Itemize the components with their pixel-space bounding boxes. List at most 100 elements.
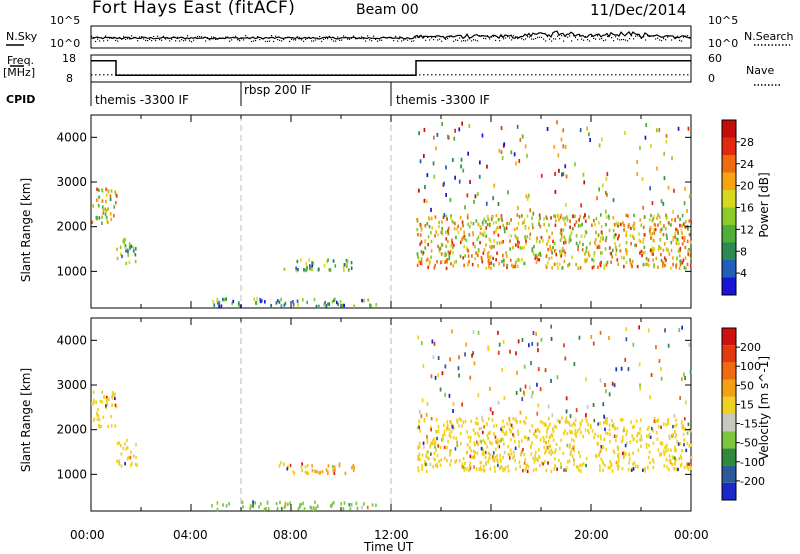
vel-cell — [510, 429, 512, 434]
noise-search-point — [263, 37, 265, 40]
pow-speckle — [556, 120, 558, 125]
pow-cell — [419, 233, 422, 237]
pow-cell — [667, 221, 670, 225]
pow-cell — [337, 302, 339, 307]
freq-label-top: Freq. — [7, 54, 35, 67]
vel-cell — [663, 422, 665, 426]
pow-cell — [441, 226, 443, 231]
noise-search-point — [199, 35, 201, 38]
vel-cell — [591, 429, 594, 433]
noise-search-point — [429, 39, 431, 41]
pow-cell — [636, 264, 639, 269]
noise-search-label: N.Search — [744, 30, 794, 43]
pow-cell — [575, 241, 578, 246]
pow-speckle — [460, 157, 463, 162]
vel-speckle — [432, 355, 435, 360]
vel-cell — [422, 441, 425, 445]
vel-cell — [576, 465, 579, 469]
noise-search-point — [475, 39, 477, 41]
vel-cell — [316, 470, 318, 474]
vel-cell — [303, 507, 306, 511]
pow-speckle — [650, 143, 652, 148]
pow-cell — [459, 254, 462, 259]
vel-cell — [456, 443, 459, 447]
vel-cell — [498, 444, 500, 449]
power-colorbar-swatch — [722, 155, 736, 173]
pow-cell — [650, 252, 653, 256]
pow-speckle — [441, 122, 443, 127]
pow-cell — [663, 224, 665, 228]
vel-speckle — [441, 371, 444, 376]
noise-search-point — [445, 38, 447, 40]
vel-cell — [459, 431, 462, 436]
vel-cell — [417, 457, 419, 461]
pow-cell — [599, 263, 602, 268]
pow-cell — [670, 266, 672, 270]
pow-cell — [620, 222, 622, 227]
noise-search-point — [437, 39, 439, 41]
pow-cell — [492, 256, 494, 261]
pow-speckle — [562, 144, 565, 149]
pow-cell — [516, 213, 519, 217]
vel-cell — [487, 459, 489, 464]
pow-cell — [642, 237, 645, 241]
pow-cell — [677, 229, 679, 233]
pow-cell — [533, 245, 535, 249]
vel-cell — [463, 468, 466, 472]
vel-cell — [602, 468, 604, 472]
pow-cell — [101, 221, 103, 225]
vel-cell — [653, 416, 656, 421]
vel-cell — [604, 427, 606, 431]
noise-search-point — [589, 40, 591, 42]
pow-cell — [465, 238, 468, 243]
noise-search-point — [375, 38, 377, 40]
noise-search-point — [195, 36, 197, 38]
vel-cell — [441, 438, 443, 442]
vel-cell — [617, 467, 619, 471]
vel-cell — [611, 424, 614, 428]
vel-cell — [549, 434, 552, 438]
velocity-colorbar-swatch — [722, 448, 736, 466]
pow-speckle — [561, 172, 563, 177]
noise-search-point — [215, 38, 217, 40]
vel-cell — [639, 438, 641, 442]
vel-cell — [509, 427, 511, 432]
pow-speckle — [430, 207, 432, 212]
pow-cell — [584, 219, 587, 223]
pow-speckle — [639, 145, 641, 150]
pow-cell — [594, 222, 596, 227]
pow-cell — [618, 243, 621, 248]
pow-cell — [442, 215, 445, 219]
pow-cell — [605, 263, 608, 267]
vel-cell — [608, 423, 611, 427]
vel-speckle — [481, 416, 483, 420]
vel-cell — [599, 421, 601, 425]
pow-cell — [552, 239, 554, 244]
pow-cell — [474, 256, 477, 261]
pow-cell — [572, 227, 574, 231]
pow-cell — [677, 231, 679, 235]
vel-cell — [342, 507, 345, 511]
pow-cell — [614, 233, 617, 237]
vel-cell — [130, 461, 133, 465]
vel-speckle — [632, 342, 635, 347]
pow-cell — [539, 224, 542, 229]
pow-cell — [98, 188, 100, 192]
vel-cell — [287, 502, 289, 506]
vel-cell — [613, 450, 616, 455]
noise-search-point — [155, 39, 157, 42]
vel-cell — [548, 444, 550, 449]
pow-cell — [605, 236, 608, 240]
pow-cell — [447, 232, 450, 236]
noise-search-point — [93, 37, 95, 39]
pow-cell — [109, 212, 112, 216]
pow-speckle — [473, 199, 475, 204]
vel-cell — [586, 419, 588, 423]
vel-cell — [684, 417, 686, 421]
vel-cell — [508, 453, 511, 457]
vel-cell — [356, 506, 359, 510]
vel-cell — [579, 421, 582, 426]
pow-cell — [434, 215, 437, 219]
vel-cell — [465, 451, 468, 455]
vel-speckle — [649, 395, 651, 400]
